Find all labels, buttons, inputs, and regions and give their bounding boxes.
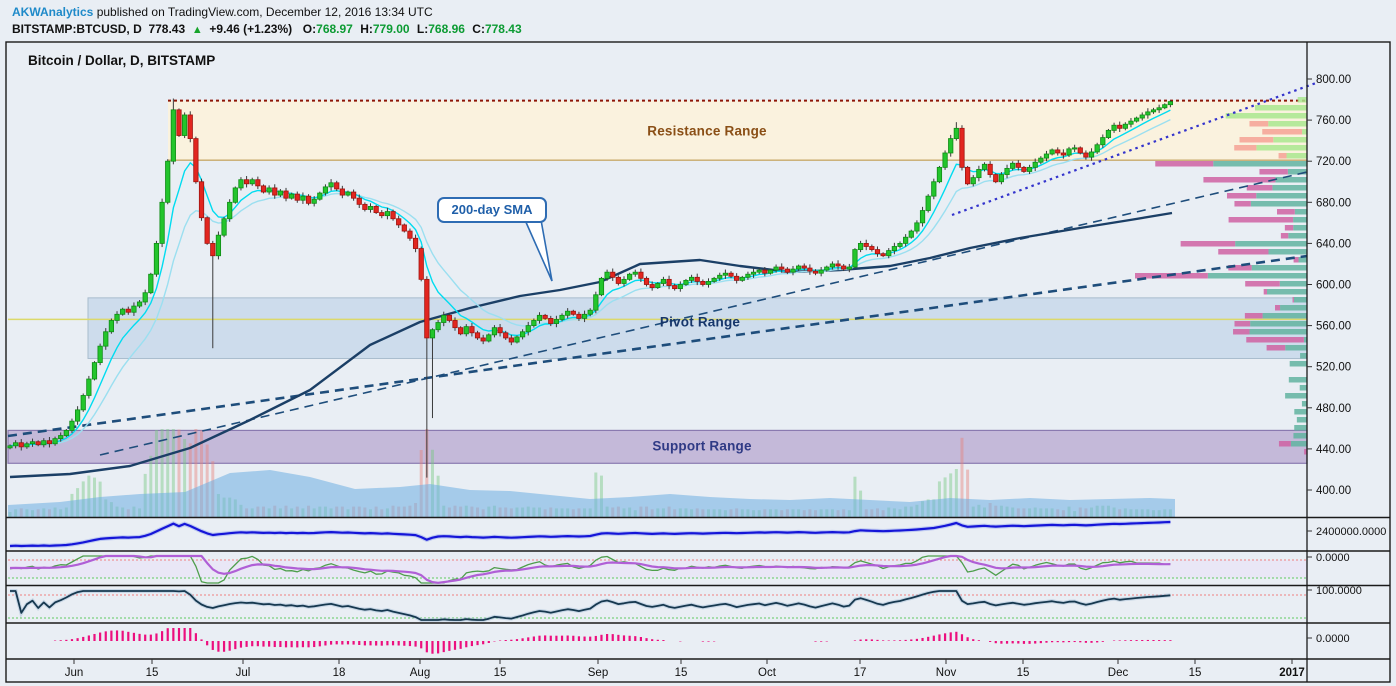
time-tick-label[interactable]: 15 bbox=[675, 667, 688, 679]
range-bands bbox=[7, 99, 1308, 464]
high-value: 779.00 bbox=[372, 22, 410, 36]
price-tick-label: 480.00 bbox=[1316, 403, 1351, 415]
price-tick-label: 400.00 bbox=[1316, 485, 1351, 497]
close-value: 778.43 bbox=[484, 22, 522, 36]
indicator-axis-label: 2400000.0000 bbox=[1316, 526, 1386, 538]
publish-text: published on TradingView.com, December 1… bbox=[93, 5, 433, 19]
time-tick-label[interactable]: Oct bbox=[758, 667, 777, 679]
price-tick-label: 440.00 bbox=[1316, 444, 1351, 456]
time-tick-label[interactable]: Dec bbox=[1108, 667, 1129, 679]
time-tick-label[interactable]: 2017 bbox=[1279, 667, 1305, 679]
time-tick-label[interactable]: Jul bbox=[236, 667, 251, 679]
price-tick-label: 600.00 bbox=[1316, 280, 1351, 292]
quote-line: BITSTAMP:BTCUSD, D 778.43 ▲ +9.46 (+1.23… bbox=[12, 22, 522, 36]
price-change: +9.46 (+1.23%) bbox=[209, 22, 293, 36]
low-label: L: bbox=[416, 22, 429, 36]
time-tick-label[interactable]: Sep bbox=[588, 667, 608, 679]
resistance-range-label: Resistance Range bbox=[647, 123, 767, 139]
author-name[interactable]: AKWAnalytics bbox=[12, 5, 94, 19]
axis-labels[interactable]: 800.00 760.00 720.00 680.00 640.00 600.00 560.… bbox=[65, 74, 1387, 679]
support-range-label: Support Range bbox=[652, 438, 752, 454]
volume-profile bbox=[1135, 97, 1307, 455]
high-label: H: bbox=[360, 22, 373, 36]
price-tick-label: 800.00 bbox=[1316, 74, 1351, 86]
price-tick-label: 680.00 bbox=[1316, 197, 1351, 209]
trendlines[interactable] bbox=[7, 81, 1317, 456]
time-tick-label[interactable]: Nov bbox=[936, 667, 957, 679]
pivot-range-label: Pivot Range bbox=[659, 314, 741, 330]
time-tick-label[interactable]: 15 bbox=[146, 667, 159, 679]
time-tick-label[interactable]: 15 bbox=[494, 667, 507, 679]
indicator-axis-label: 0.0000 bbox=[1316, 552, 1350, 564]
price-tick-label: 520.00 bbox=[1316, 362, 1351, 374]
candlesticks bbox=[7, 98, 1173, 478]
price-tick-label: 560.00 bbox=[1316, 321, 1351, 333]
chart-frame bbox=[5, 41, 1391, 683]
last-price: 778.43 bbox=[148, 22, 186, 36]
indicator-axis-label: 0.0000 bbox=[1316, 633, 1350, 645]
price-tick-label: 760.00 bbox=[1316, 115, 1351, 127]
time-tick-label[interactable]: 18 bbox=[333, 667, 346, 679]
close-label: C: bbox=[472, 22, 485, 36]
time-tick-label[interactable]: 15 bbox=[1017, 667, 1030, 679]
up-arrow-icon: ▲ bbox=[191, 24, 203, 36]
sma-callout[interactable]: 200-day SMA bbox=[437, 197, 547, 223]
chart-title: Bitcoin / Dollar, D, BITSTAMP bbox=[28, 53, 216, 68]
time-tick-label[interactable]: Jun bbox=[65, 667, 84, 679]
publish-info-line: AKWAnalytics published on TradingView.co… bbox=[12, 5, 433, 19]
indicator-panels bbox=[8, 519, 1307, 654]
low-value: 768.96 bbox=[428, 22, 465, 36]
indicator-axis-label: 100.0000 bbox=[1316, 585, 1362, 597]
time-tick-label[interactable]: 17 bbox=[854, 667, 867, 679]
volume-bars bbox=[8, 429, 1175, 517]
time-tick-label[interactable]: Aug bbox=[410, 667, 430, 679]
open-label: O: bbox=[302, 22, 317, 36]
price-tick-label: 720.00 bbox=[1316, 156, 1351, 168]
time-tick-label[interactable]: 15 bbox=[1189, 667, 1202, 679]
symbol-label[interactable]: BITSTAMP:BTCUSD, D bbox=[12, 22, 142, 36]
price-tick-label: 640.00 bbox=[1316, 238, 1351, 250]
open-value: 768.97 bbox=[316, 22, 353, 36]
